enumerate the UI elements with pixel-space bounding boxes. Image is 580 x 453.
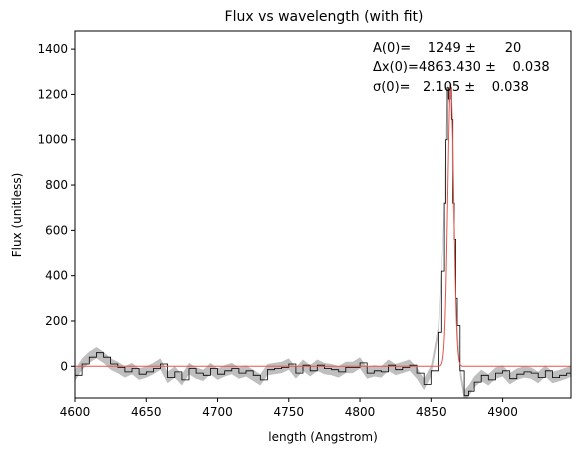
chart-title: Flux vs wavelength (with fit) <box>225 9 424 25</box>
gaussian-fit-line <box>75 83 571 367</box>
fit-annotation: A(0)= 1249 ± 20 Δx(0)=4863.430 ± 0.038 σ… <box>373 41 550 95</box>
y-axis-label: Flux (unitless) <box>10 173 24 258</box>
fit-center-label: Δx(0)=4863.430 ± 0.038 <box>373 60 550 75</box>
plot-area <box>75 82 571 398</box>
axes-frame <box>74 30 572 399</box>
y-tick-label: 1000 <box>37 133 68 147</box>
fit-sigma-label: σ(0)= 2.105 ± 0.038 <box>373 80 529 95</box>
x-tick-label: 4650 <box>131 405 162 419</box>
x-tick-label: 4600 <box>60 405 91 419</box>
x-axis-label: length (Angstrom) <box>268 430 378 444</box>
y-tick-label: 800 <box>45 178 68 192</box>
y-tick-label: 1200 <box>37 87 68 101</box>
y-tick-label: 600 <box>45 223 68 237</box>
y-tick-label: 1400 <box>37 42 68 56</box>
fit-amplitude-label: A(0)= 1249 ± 20 <box>373 41 521 56</box>
x-tick-label: 4850 <box>416 405 447 419</box>
x-tick-label: 4800 <box>345 405 376 419</box>
y-tick-label: 0 <box>60 359 68 373</box>
axis-ticks: 4600 4650 4700 4750 4800 4850 4900 0 200 400 600 80… <box>37 42 517 419</box>
y-tick-label: 400 <box>45 269 68 283</box>
x-tick-label: 4750 <box>274 405 305 419</box>
x-tick-label: 4700 <box>202 405 233 419</box>
data-series-line <box>75 87 571 397</box>
x-tick-label: 4900 <box>487 405 518 419</box>
error-band <box>75 82 571 398</box>
y-tick-label: 200 <box>45 314 68 328</box>
